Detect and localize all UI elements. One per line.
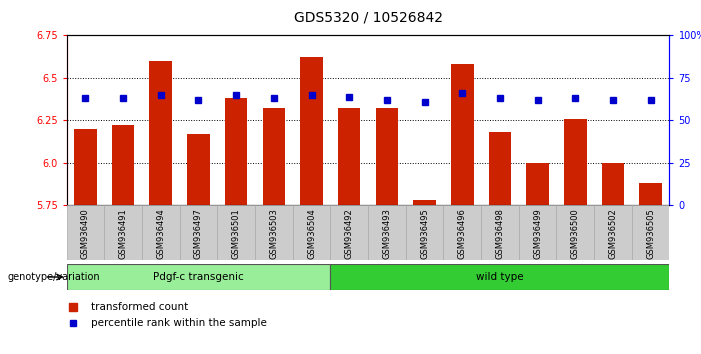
Bar	[111, 125, 135, 205]
Bar	[330, 205, 368, 260]
Bar	[330, 264, 669, 290]
Bar	[443, 205, 481, 260]
Text: percentile rank within the sample: percentile rank within the sample	[90, 318, 266, 328]
Text: GSM936503: GSM936503	[269, 208, 278, 259]
Bar	[225, 98, 247, 205]
Text: GSM936493: GSM936493	[382, 208, 391, 259]
Bar	[67, 264, 330, 290]
Text: Pdgf-c transgenic: Pdgf-c transgenic	[153, 272, 244, 282]
Bar	[601, 163, 624, 205]
Bar	[406, 205, 443, 260]
Bar	[557, 205, 594, 260]
Bar	[179, 205, 217, 260]
Text: genotype/variation: genotype/variation	[7, 272, 100, 282]
Bar	[300, 57, 322, 205]
Text: GSM936498: GSM936498	[496, 208, 505, 259]
Bar	[519, 205, 557, 260]
Text: GDS5320 / 10526842: GDS5320 / 10526842	[294, 11, 442, 25]
Bar	[489, 132, 511, 205]
Text: GSM936500: GSM936500	[571, 208, 580, 259]
Bar	[639, 183, 662, 205]
Text: GSM936505: GSM936505	[646, 208, 655, 259]
Bar	[293, 205, 330, 260]
Bar	[255, 205, 293, 260]
Bar	[338, 108, 360, 205]
Text: transformed count: transformed count	[90, 302, 188, 313]
Bar	[187, 134, 210, 205]
Bar	[74, 129, 97, 205]
Bar	[632, 205, 669, 260]
Bar	[594, 205, 632, 260]
Bar	[149, 61, 172, 205]
Bar	[67, 205, 104, 260]
Bar	[376, 108, 398, 205]
Text: GSM936491: GSM936491	[118, 208, 128, 259]
Text: GSM936496: GSM936496	[458, 208, 467, 259]
Text: GSM936494: GSM936494	[156, 208, 165, 259]
Bar	[413, 200, 436, 205]
Text: GSM936504: GSM936504	[307, 208, 316, 259]
Bar	[481, 205, 519, 260]
Bar	[526, 163, 549, 205]
Bar	[142, 205, 179, 260]
Bar	[104, 205, 142, 260]
Text: GSM936497: GSM936497	[194, 208, 203, 259]
Bar	[368, 205, 406, 260]
Text: GSM936499: GSM936499	[533, 208, 542, 259]
Bar	[451, 64, 473, 205]
Text: GSM936492: GSM936492	[345, 208, 354, 259]
Text: GSM936495: GSM936495	[420, 208, 429, 259]
Bar	[262, 108, 285, 205]
Text: GSM936501: GSM936501	[231, 208, 240, 259]
Text: GSM936490: GSM936490	[81, 208, 90, 259]
Bar	[217, 205, 255, 260]
Text: wild type: wild type	[476, 272, 524, 282]
Text: GSM936502: GSM936502	[608, 208, 618, 259]
Bar	[564, 119, 587, 205]
